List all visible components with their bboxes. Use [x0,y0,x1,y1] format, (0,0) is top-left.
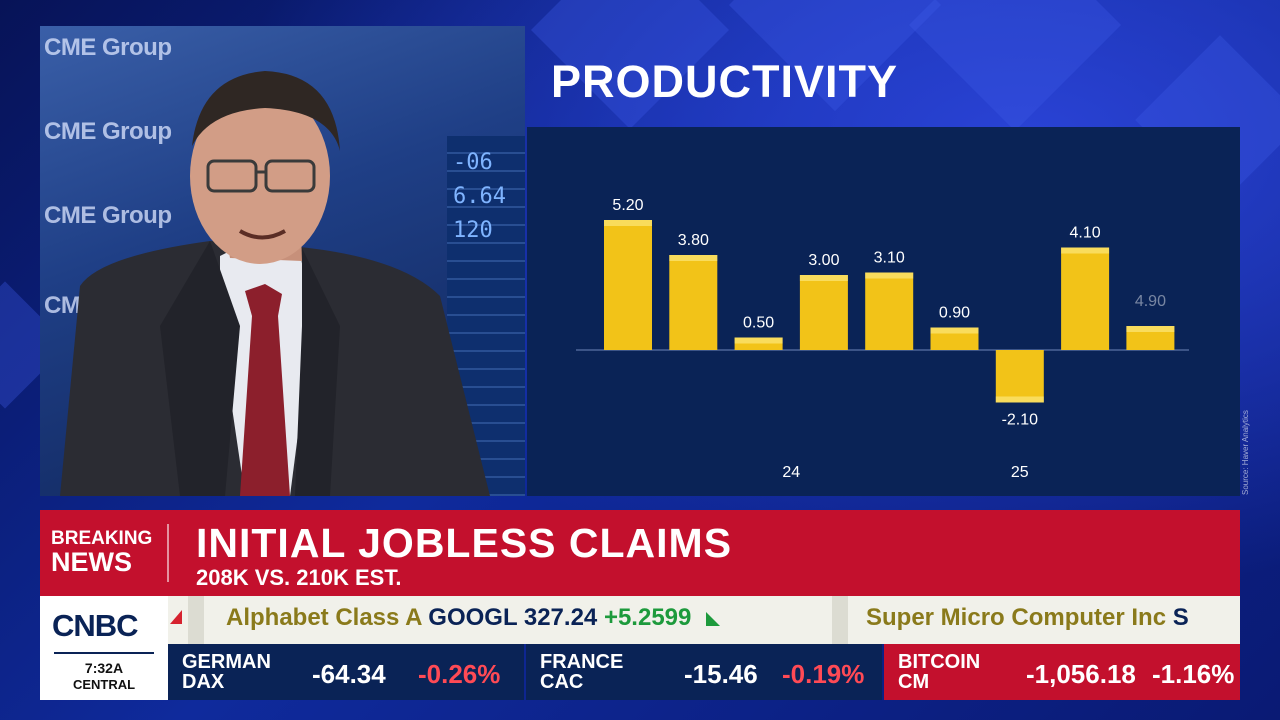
chart-bar-highlight [604,220,652,226]
breaking-news-bar: BREAKING NEWS INITIAL JOBLESS CLAIMS 208… [40,510,1240,596]
market-percent: -1.16% [1152,659,1235,689]
clock-time: 7:32A [84,660,124,676]
crawl-item-tail: S [1172,604,1189,631]
chart-bar [799,275,848,350]
chart-bar-highlight [1061,247,1110,254]
anchor-head [190,88,330,264]
anchor-lapel-left [160,241,240,496]
breaking-news-label: BREAKING NEWS [51,528,159,576]
logo-divider [54,652,154,654]
ticker-wall-line-2: 6.64 [453,184,506,209]
chart-bar-highlight [930,327,979,334]
market-dax: GERMAN DAX -64.34 -0.26% [168,644,524,700]
chart-period-label: 24 [782,464,800,481]
network-logo-box: CNBC 7:32A CENTRAL [40,596,168,700]
chart-bar-highlight [799,275,848,281]
chart-bar [669,255,718,350]
crawl-item-name: Super Micro Computer Inc [866,604,1167,631]
ticker-wall-line-1: -06 [453,150,493,175]
up-arrow-icon [706,611,721,626]
market-name: BITCOIN CM [898,651,981,693]
cnbc-logo: CNBC [52,608,139,643]
crawl-item-smci: Super Micro Computer Inc S [866,604,1189,632]
chart-panel: 5.20 3.80 0.50 3.00 3.10 0.90 -2.10 4.10 4.90 24 2… [527,127,1240,496]
wall-logo-2: CME Group [44,118,172,145]
chart-value-label: 5.20 [612,197,643,214]
chart-value-label: 3.10 [874,250,905,267]
chart-bar-highlight [669,255,718,261]
market-bitcoin: BITCOIN CM -1,056.18 -1.16% [884,644,1240,700]
chart-value-label: 4.10 [1070,225,1101,242]
breaking-separator [167,524,169,582]
chart-value-label: 4.90 [1135,293,1166,310]
ticker-wall-line-3: 120 [453,218,493,243]
crawl-item-name: Alphabet Class A [226,604,422,631]
subheadline: 208K VS. 210K EST. [196,565,402,590]
chart-title: PRODUCTIVITY [551,56,899,107]
stock-crawl: Alphabet Class A GOOGL 327.24 +5.2599 Su… [168,596,1240,644]
market-name: GERMAN DAX [182,651,271,693]
chart-bar-highlight [734,337,783,344]
anchor-person [60,71,490,496]
crawl-item-change: +5.2599 [603,604,692,631]
market-cac: FRANCE CAC -15.46 -0.19% [526,644,882,700]
crawl-item-price: 327.24 [523,604,598,631]
market-value: -15.46 [684,659,758,689]
chart-bar [1061,247,1110,350]
chart-value-label: 0.90 [939,305,970,322]
crawl-item-symbol: GOOGL [428,604,518,631]
chart-bar-highlight [1126,326,1175,332]
chart-value-label: -2.10 [1002,412,1039,429]
breaking-label-line-1: BREAKING [51,528,153,549]
crawl-separator [188,596,204,644]
market-value: -64.34 [312,659,386,689]
chart-value-label: 3.00 [808,252,839,269]
down-arrow-icon [170,610,182,624]
market-name: FRANCE CAC [540,651,624,693]
clock-zone: CENTRAL [72,677,136,692]
anchor-mouth [238,229,286,240]
chart-source: Source: Haver Analytics [1241,410,1250,495]
headline: INITIAL JOBLESS CLAIMS [196,520,733,566]
anchor-tie [240,284,290,496]
market-percent: -0.26% [418,659,501,689]
crawl-item-googl: Alphabet Class A GOOGL 327.24 +5.2599 [226,604,721,632]
market-percent: -0.19% [782,659,865,689]
chart-value-label: 0.50 [743,315,774,332]
anchor-glasses-right [264,159,316,193]
chart-bar-highlight [995,396,1044,403]
chart-bar [865,272,914,350]
anchor-hair [192,71,340,151]
wall-logo-3: CME Group [44,202,172,229]
video-feed: CME Group CME Group CME Group CME -06 6.… [40,26,525,496]
productivity-chart: 5.20 3.80 0.50 3.00 3.10 0.90 -2.10 4.10 4.90 24 2… [576,197,1189,481]
anchor-glasses-left [206,159,258,193]
bg-cube-3 [908,0,1122,132]
chart-period-label: 25 [1011,464,1029,481]
chart-bar [604,220,652,350]
wall-logo-1: CME Group [44,34,172,61]
ticker-wall: -06 6.64 120 [447,136,525,496]
market-value: -1,056.18 [1026,659,1136,689]
breaking-label-line-2: NEWS [51,547,132,577]
chart-bar [995,350,1044,403]
chart-bar-highlight [865,272,914,279]
crawl-separator [832,596,848,644]
anchor-lapel-right [295,248,340,496]
chart-value-label: 3.80 [678,232,709,249]
